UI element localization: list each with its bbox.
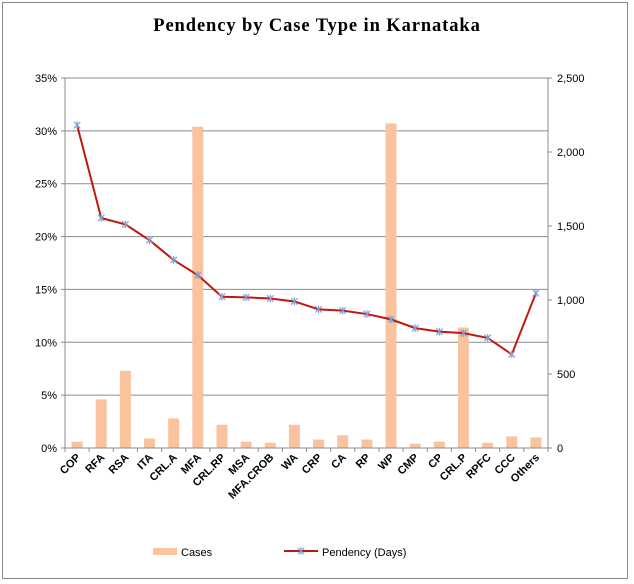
left-tick-label: 15% <box>35 284 57 296</box>
x-tick-label: CRL.P <box>438 452 470 484</box>
pendency-marker <box>411 324 419 332</box>
pendency-series-line <box>76 124 537 356</box>
left-tick-label: 25% <box>35 179 57 191</box>
bar-cases <box>216 424 228 448</box>
legend-label-cases: Cases <box>181 547 213 559</box>
x-tick-label: CMP <box>396 452 422 478</box>
bar-cases <box>530 437 542 448</box>
grid-lines <box>65 77 548 449</box>
right-tick-label: 0 <box>557 443 563 455</box>
chart-title: Pendency by Case Type in Karnataka <box>153 16 481 36</box>
axes <box>61 77 552 452</box>
x-tick-label: COP <box>58 452 83 477</box>
bars <box>71 123 542 448</box>
pendency-marker <box>170 256 178 264</box>
bar-cases <box>482 442 494 448</box>
pendency-marker <box>363 310 371 318</box>
right-tick-label: 2,500 <box>557 73 585 85</box>
pendency-marker <box>218 292 226 301</box>
left-tick-label: 10% <box>35 337 57 349</box>
pendency-marker <box>339 306 347 315</box>
pendency-line <box>73 121 540 359</box>
pendency-marker <box>73 121 81 129</box>
bar-cases <box>95 399 107 448</box>
pendency-marker <box>314 305 323 314</box>
bar-cases <box>361 439 373 448</box>
bar-cases <box>337 435 349 448</box>
bar-cases <box>313 439 325 448</box>
chart-frame <box>2 2 628 579</box>
pendency-marker <box>145 236 154 245</box>
pendency-marker <box>290 297 299 306</box>
left-tick-label: 5% <box>41 390 57 402</box>
left-tick-label: 0% <box>41 443 57 455</box>
pendency-marker <box>508 350 516 359</box>
bar-cases <box>240 441 252 448</box>
left-tick-label: 35% <box>35 73 57 85</box>
legend: Cases Pendency (Days) <box>153 547 406 559</box>
x-tick-label: WA <box>280 452 301 473</box>
left-tick-label: 20% <box>35 232 57 244</box>
bar-cases <box>168 418 180 448</box>
bar-cases <box>264 442 276 448</box>
pendency-marker <box>387 315 395 324</box>
bar-cases <box>457 327 469 448</box>
x-tick-label: RSA <box>107 452 132 477</box>
x-tick-label: RP <box>354 452 373 471</box>
x-tick-label: CA <box>329 452 349 472</box>
bar-cases <box>71 441 83 448</box>
x-tick-label: CRL.A <box>148 452 180 484</box>
left-tick-label: 30% <box>35 126 57 138</box>
bar-cases <box>288 424 300 448</box>
x-tick-label: RPFC <box>464 452 494 482</box>
bar-cases <box>409 443 421 448</box>
bar-cases <box>119 370 131 448</box>
legend-label-pendency: Pendency (Days) <box>322 547 406 559</box>
right-tick-label: 1,500 <box>557 221 585 233</box>
x-tick-label: RFA <box>83 452 107 476</box>
pendency-marker <box>97 214 105 222</box>
pendency-marker <box>242 293 250 302</box>
bar-cases <box>433 441 445 448</box>
right-tick-label: 1,000 <box>557 295 585 307</box>
legend-swatch-marker <box>297 547 305 555</box>
pendency-marker <box>532 289 540 297</box>
bar-cases <box>192 126 204 448</box>
x-tick-label: WP <box>376 452 397 473</box>
legend-swatch-cases <box>153 548 177 555</box>
axis-labels: 0% 5% 10% 15% 20% 25% 30% 35% 0 500 1,000 1,500 2,00… <box>35 73 585 502</box>
pendency-marker <box>435 327 443 336</box>
bar-cases <box>385 123 397 448</box>
bar-cases <box>506 436 518 448</box>
pendency-marker <box>194 271 202 279</box>
x-tick-label: CP <box>426 452 445 471</box>
pendency-marker <box>459 329 468 337</box>
x-tick-label: CRP <box>300 452 325 477</box>
bar-cases <box>144 438 156 448</box>
right-tick-label: 500 <box>557 369 575 381</box>
pendency-marker <box>121 220 129 229</box>
pendency-marker <box>484 334 492 342</box>
right-tick-label: 2,000 <box>557 147 585 159</box>
pendency-marker <box>266 294 274 303</box>
